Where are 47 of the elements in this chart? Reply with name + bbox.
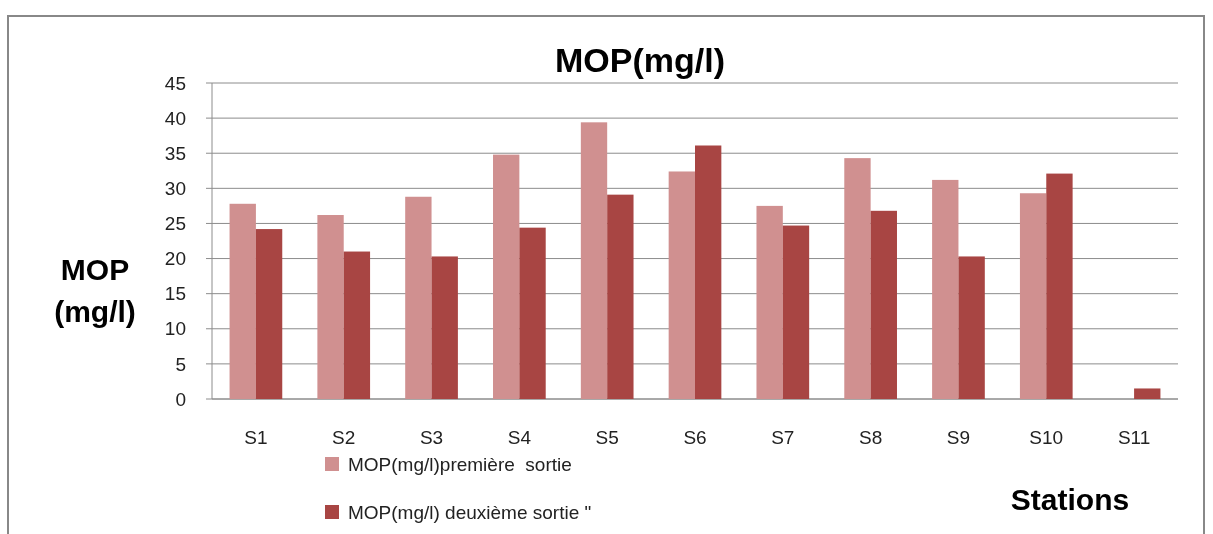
y-tick-label: 30 bbox=[164, 177, 186, 199]
bar bbox=[958, 256, 985, 399]
bar bbox=[405, 196, 432, 399]
y-axis-title: MOP (mg/l) bbox=[54, 253, 136, 328]
y-tick-label: 40 bbox=[164, 107, 186, 129]
bar bbox=[844, 158, 871, 399]
x-tick-label: S6 bbox=[683, 427, 707, 448]
bar bbox=[493, 154, 520, 399]
bar bbox=[870, 210, 897, 399]
bar bbox=[317, 215, 344, 399]
bar bbox=[255, 229, 283, 399]
bar bbox=[782, 225, 810, 399]
x-tick-label: S3 bbox=[419, 427, 444, 448]
bar bbox=[932, 179, 959, 399]
x-tick-label: S1 bbox=[244, 427, 268, 448]
bar bbox=[343, 251, 371, 399]
legend-label: MOP(mg/l)première sortie bbox=[348, 453, 572, 475]
x-tick-label: S11 bbox=[1117, 427, 1151, 448]
x-tick-label: S9 bbox=[946, 427, 971, 448]
bar bbox=[431, 256, 458, 399]
x-tick-label: S2 bbox=[332, 427, 356, 448]
legend-label: MOP(mg/l) deuxième sortie " bbox=[348, 501, 592, 523]
y-tick-label: 5 bbox=[175, 353, 186, 375]
x-tick-label: S8 bbox=[859, 427, 883, 448]
y-tick-label: 25 bbox=[164, 213, 186, 235]
chart-title: MOP(mg/l) bbox=[555, 41, 725, 79]
x-tick-label: S4 bbox=[507, 427, 532, 448]
x-axis-title: Stations bbox=[1010, 483, 1130, 516]
y-tick-label: 10 bbox=[164, 318, 186, 340]
y-tick-label: 35 bbox=[164, 142, 186, 164]
bar bbox=[229, 203, 256, 399]
bar bbox=[1046, 173, 1073, 399]
bar bbox=[756, 205, 783, 399]
x-tick-label: S10 bbox=[1029, 427, 1064, 448]
x-tick-label: S5 bbox=[595, 427, 619, 448]
y-tick-label: 20 bbox=[164, 248, 186, 270]
bar bbox=[668, 171, 695, 399]
bar bbox=[1019, 193, 1047, 399]
bar bbox=[695, 145, 722, 399]
bar bbox=[519, 227, 546, 399]
bar bbox=[580, 122, 608, 399]
bar bbox=[607, 194, 634, 399]
y-tick-label: 45 bbox=[164, 72, 186, 94]
bar bbox=[1134, 388, 1161, 399]
x-tick-label: S7 bbox=[771, 427, 795, 448]
y-tick-label: 15 bbox=[164, 283, 186, 305]
y-tick-label: 0 bbox=[175, 388, 186, 410]
